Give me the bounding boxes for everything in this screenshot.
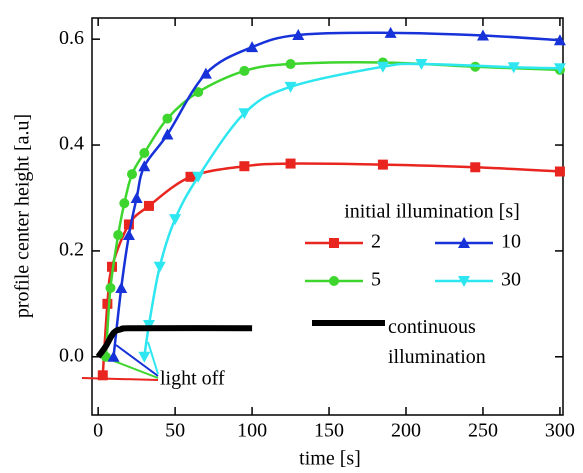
marker (143, 200, 154, 211)
marker (153, 261, 166, 273)
x-tick-label: 50 (165, 420, 185, 442)
marker (199, 67, 212, 79)
marker (507, 62, 520, 74)
marker (119, 198, 130, 209)
marker (107, 350, 120, 362)
marker (239, 161, 250, 172)
marker (127, 169, 138, 180)
marker (553, 34, 566, 46)
marker (246, 41, 259, 53)
y-tick-label: 0.4 (59, 133, 84, 155)
marker (470, 162, 481, 173)
x-tick-label: 250 (468, 420, 498, 442)
marker (192, 171, 205, 183)
marker (139, 147, 150, 158)
marker (113, 230, 124, 241)
marker (162, 113, 173, 124)
marker (476, 29, 489, 41)
marker (105, 282, 116, 293)
x-tick-label: 150 (314, 420, 344, 442)
marker (285, 59, 296, 70)
marker (292, 28, 305, 40)
marker (138, 351, 151, 363)
marker (554, 166, 565, 177)
marker (458, 237, 470, 248)
marker (161, 128, 174, 140)
legend-label: continuous illumination (388, 316, 486, 368)
legend-label: 2 (371, 231, 381, 253)
marker (285, 158, 296, 169)
marker (415, 59, 428, 71)
marker (239, 65, 250, 76)
x-tick-label: 200 (391, 420, 421, 442)
x-tick-label: 100 (237, 420, 267, 442)
x-axis-label: time [s] (299, 448, 361, 470)
marker (238, 108, 251, 120)
marker (553, 63, 566, 75)
marker (185, 171, 196, 182)
series-line (112, 31, 560, 357)
series-line (95, 325, 253, 359)
marker (458, 276, 470, 287)
legend-title: initial illumination [s] (344, 201, 520, 223)
marker (97, 370, 108, 381)
marker (122, 229, 135, 241)
x-tick-label: 300 (545, 420, 575, 442)
marker (123, 219, 134, 230)
marker (169, 214, 182, 226)
legend-label: 5 (371, 269, 381, 291)
x-tick-label: 0 (93, 420, 103, 442)
y-tick-label: 0.2 (59, 239, 84, 261)
y-tick-label: 0.0 (59, 344, 84, 366)
marker (376, 61, 389, 73)
marker (102, 298, 113, 309)
marker (138, 160, 151, 172)
marker (193, 87, 204, 98)
marker (384, 26, 397, 38)
y-tick-label: 0.6 (59, 27, 84, 49)
marker (377, 159, 388, 170)
legend-label: 10 (501, 231, 521, 253)
legend-label: 30 (501, 269, 521, 291)
marker (329, 276, 339, 286)
annotation: light off (160, 368, 225, 390)
plot-frame (91, 17, 564, 416)
y-axis-label: profile center height [a.u] (12, 114, 34, 318)
marker (130, 191, 143, 203)
marker (329, 238, 339, 248)
marker (115, 281, 128, 293)
marker (284, 81, 297, 93)
